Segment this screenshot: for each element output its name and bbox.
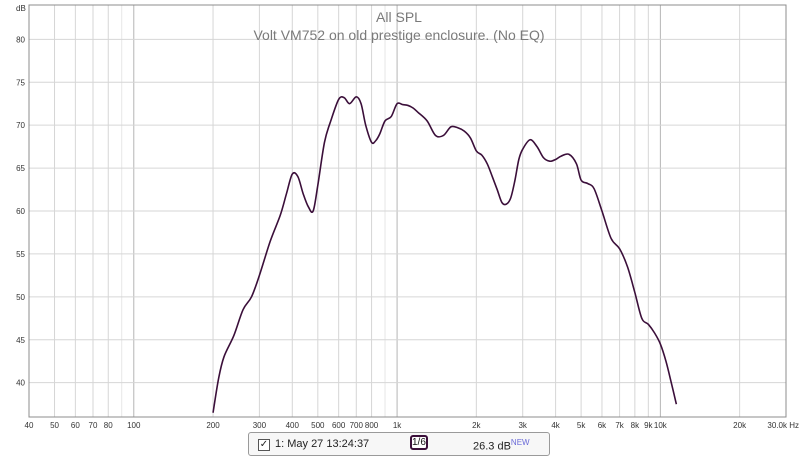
x-tick-labels: 40 50 60 70 80 100 200 300 400 500 600 700 800 1k 2k 3k… — [25, 421, 799, 430]
x-tick-label: 60 — [71, 421, 80, 430]
data-points — [213, 96, 677, 413]
x-tick-label: 6k — [598, 421, 607, 430]
y-grid — [29, 38, 786, 384]
y-tick-label: 60 — [16, 207, 25, 216]
x-tick-label: 1k — [393, 421, 402, 430]
measurement-legend: ✓ 1: May 27 13:24:37 1/6 26.3 dBNEW — [248, 432, 550, 456]
spl-offset: 26.3 dBNEW — [473, 438, 530, 453]
x-tick-label: 7k — [615, 421, 624, 430]
x-tick-label: 5k — [577, 421, 586, 430]
x-tick-label: 40 — [25, 421, 34, 430]
spl-chart: 40 50 60 70 80 100 200 300 400 500 600 700 800 1k 2k 3k… — [0, 0, 800, 430]
smoothing-value: 1/6 — [410, 435, 428, 450]
x-tick-label: 100 — [127, 421, 141, 430]
x-tick-label: 800 — [365, 421, 379, 430]
measurement-checkbox[interactable]: ✓ — [258, 439, 270, 451]
x-tick-label: 600 — [332, 421, 346, 430]
x-tick-label: 400 — [286, 421, 300, 430]
chart-subtitle: Volt VM752 on old prestige enclosure. (N… — [253, 27, 544, 43]
plot-background — [0, 0, 800, 430]
y-tick-label: 45 — [16, 336, 25, 345]
x-tick-label: 4k — [551, 421, 560, 430]
x-tick-label: 500 — [311, 421, 325, 430]
x-tick-label: 80 — [104, 421, 113, 430]
x-tick-label: 30.0k Hz — [767, 421, 799, 430]
x-tick-label: 200 — [206, 421, 220, 430]
y-tick-label: 80 — [16, 35, 25, 44]
y-tick-label: 75 — [16, 78, 25, 87]
y-tick-label: 55 — [16, 250, 25, 259]
new-tag: NEW — [510, 438, 530, 447]
chart-title: All SPL — [376, 9, 422, 25]
x-tick-label: 20k — [733, 421, 747, 430]
x-tick-label: 10k — [654, 421, 668, 430]
y-tick-label: 50 — [16, 293, 25, 302]
y-axis-unit: dB — [16, 4, 26, 13]
smoothing-indicator[interactable]: 1/6 — [410, 435, 442, 452]
spl-value: 26.3 dB — [473, 440, 511, 453]
x-tick-label: 300 — [253, 421, 267, 430]
plot-frame — [28, 4, 787, 418]
x-tick-label: 50 — [50, 421, 59, 430]
y-tick-label: 65 — [16, 164, 25, 173]
y-tick-labels: 40 45 50 55 60 65 70 75 80 — [16, 35, 25, 387]
y-tick-label: 70 — [16, 121, 25, 130]
x-tick-label: 8k — [631, 421, 640, 430]
x-tick-label: 70 — [89, 421, 98, 430]
x-tick-label: 2k — [472, 421, 481, 430]
measurement-label: 1: May 27 13:24:37 — [275, 438, 370, 450]
x-tick-label: 3k — [518, 421, 527, 430]
x-tick-label: 9k — [644, 421, 653, 430]
y-tick-label: 40 — [16, 379, 25, 388]
x-tick-label: 700 — [350, 421, 364, 430]
